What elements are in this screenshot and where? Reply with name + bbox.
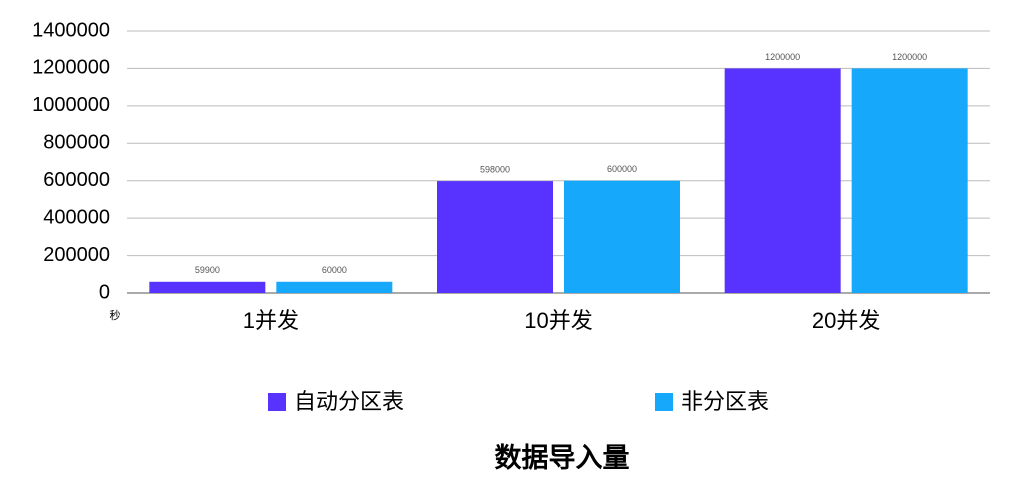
chart-title: 数据导入量 <box>495 443 630 473</box>
x-tick-label: 1并发 <box>243 308 299 333</box>
bar <box>851 68 968 293</box>
y-tick-label: 400000 <box>43 206 110 228</box>
x-tick-label: 20并发 <box>812 308 880 333</box>
y-tick-label: 1400000 <box>32 19 110 41</box>
legend-label: 非分区表 <box>681 389 769 414</box>
value-label: 598000 <box>480 164 510 174</box>
legend-label: 自动分区表 <box>294 389 404 414</box>
value-label: 60000 <box>322 265 347 275</box>
y-tick-label: 1200000 <box>32 57 110 79</box>
bar <box>437 181 553 293</box>
y-tick-label: 0 <box>99 281 110 303</box>
bar <box>564 180 680 293</box>
y-tick-label: 200000 <box>43 244 110 266</box>
legend-swatch <box>655 393 673 411</box>
bar <box>724 68 841 293</box>
x-tick-label: 10并发 <box>524 308 592 333</box>
bar <box>149 281 266 293</box>
value-label: 1200000 <box>892 52 927 62</box>
y-tick-label: 600000 <box>43 169 110 191</box>
value-label: 1200000 <box>765 52 800 62</box>
y-tick-label: 800000 <box>43 132 110 154</box>
legend-swatch <box>268 393 286 411</box>
value-label: 59900 <box>195 265 220 275</box>
y-tick-label: 1000000 <box>32 94 110 116</box>
bar <box>276 281 393 293</box>
y-axis-label: 秒 <box>110 308 121 322</box>
value-label: 600000 <box>607 164 637 174</box>
